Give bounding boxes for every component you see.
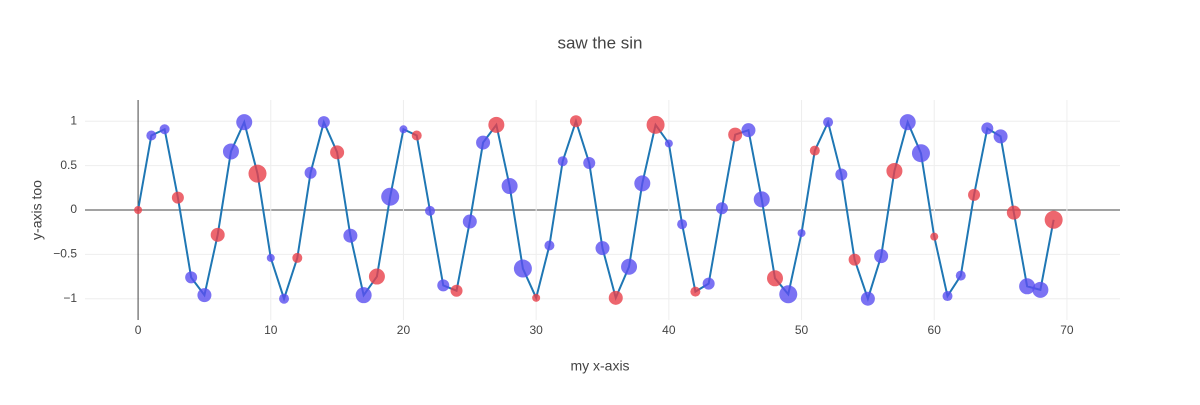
marker (942, 291, 953, 302)
y-tick-label: 1 (70, 113, 77, 127)
marker (159, 124, 170, 135)
marker (753, 191, 770, 208)
marker (981, 122, 994, 135)
marker (355, 287, 372, 304)
marker (715, 202, 728, 215)
marker (343, 228, 358, 243)
marker (185, 271, 198, 284)
marker (222, 143, 239, 160)
marker (1044, 210, 1063, 229)
marker (634, 175, 651, 192)
marker (583, 156, 596, 169)
marker (381, 187, 400, 206)
marker (411, 130, 422, 141)
marker (835, 168, 848, 181)
x-tick-label: 10 (264, 323, 278, 337)
marker (1006, 205, 1021, 220)
marker (197, 288, 212, 303)
marker (544, 240, 555, 251)
marker (886, 162, 903, 179)
sine-line (137, 118, 1055, 302)
marker (608, 290, 623, 305)
marker (488, 116, 505, 133)
x-tick-label: 0 (135, 323, 142, 337)
marker (146, 130, 157, 141)
y-tick-label: 0 (70, 202, 77, 216)
x-tick-label: 40 (662, 323, 676, 337)
marker (677, 219, 688, 230)
marker (513, 259, 532, 278)
marker (809, 145, 820, 156)
marker (248, 164, 267, 183)
marker (134, 206, 143, 214)
x-tick-label: 30 (529, 323, 543, 337)
marker (1032, 281, 1049, 298)
marker (860, 291, 875, 306)
marker (279, 293, 290, 304)
marker (728, 127, 743, 142)
marker (797, 229, 806, 238)
chart-title: saw the sin (557, 33, 642, 52)
marker (330, 145, 345, 160)
marker (741, 123, 756, 138)
marker (557, 156, 568, 167)
x-tick-label: 20 (397, 323, 411, 337)
marker (595, 241, 610, 256)
marker (399, 125, 408, 134)
marker (437, 279, 450, 292)
marker (664, 139, 673, 148)
marker (292, 252, 303, 263)
marker (621, 258, 638, 275)
marker (476, 135, 491, 150)
marker (1019, 278, 1036, 295)
marker (848, 253, 861, 266)
marker (317, 116, 330, 129)
marker (425, 205, 435, 216)
marker (501, 178, 518, 195)
marker (450, 284, 463, 297)
y-tick-label: −1 (63, 291, 77, 305)
marker (930, 232, 939, 241)
marker (532, 293, 541, 302)
marker (955, 270, 966, 281)
marker (210, 227, 225, 242)
y-axis-title: y-axis too (29, 180, 45, 240)
marker (569, 115, 582, 128)
y-tick-label: 0.5 (60, 158, 77, 172)
marker (823, 117, 834, 128)
marker (236, 114, 253, 131)
marker (690, 286, 701, 297)
y-tick-label: −0.5 (53, 247, 77, 261)
x-tick-label: 50 (795, 323, 809, 337)
marker (462, 214, 477, 229)
marker (368, 268, 385, 285)
marker (899, 114, 916, 131)
x-tick-label: 70 (1060, 323, 1074, 337)
marker (911, 144, 930, 163)
x-tick-label: 60 (928, 323, 942, 337)
marker (779, 285, 798, 304)
marker (767, 270, 783, 287)
marker (993, 129, 1008, 144)
marker (874, 249, 889, 264)
marker (646, 115, 665, 134)
x-axis-title: my x-axis (570, 358, 629, 374)
marker (171, 191, 184, 204)
marker (266, 253, 275, 262)
marker (702, 277, 715, 290)
marker (304, 166, 317, 179)
marker (968, 188, 981, 201)
